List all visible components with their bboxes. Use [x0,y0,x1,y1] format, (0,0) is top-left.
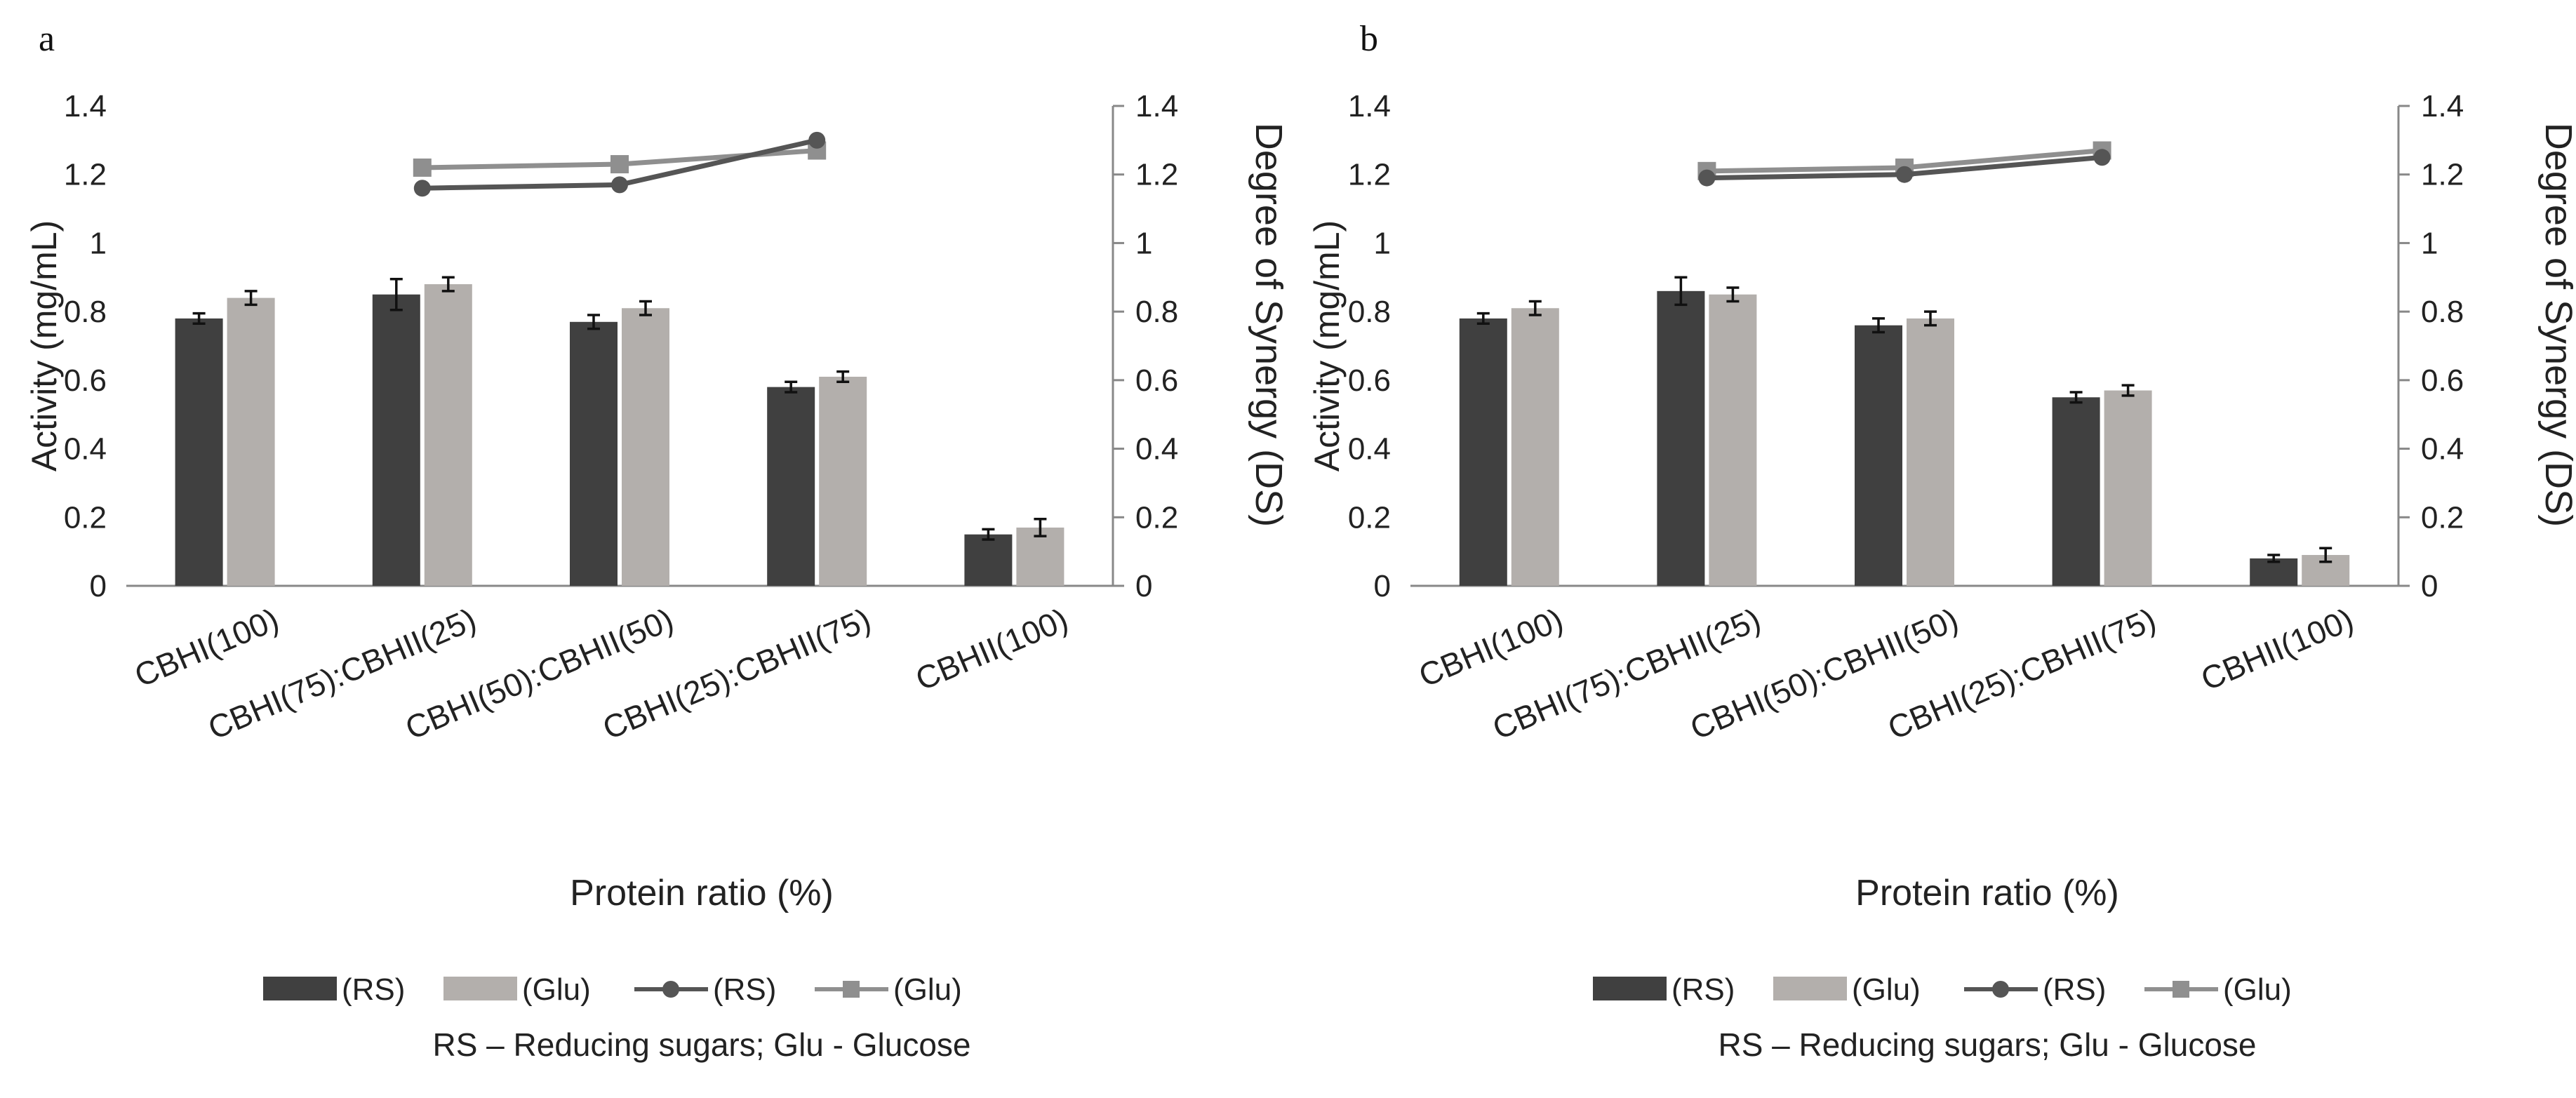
y2-tick-label: 0.2 [1135,500,1178,535]
y2-tick-label: 0.4 [1135,432,1178,467]
y-tick-label: 1.4 [1348,89,1391,123]
bar-rs [1459,318,1507,586]
y2-tick-label: 0 [2421,569,2438,603]
y-tick-label: 0.4 [1348,432,1391,467]
legend: (RS) (Glu) (RS) (Glu) [263,972,962,1007]
legend-marker-circle [662,981,679,998]
x-category-label: CBHII(100) [910,601,1073,697]
legend-marker-circle [1992,981,2009,998]
bar-rs [2052,397,2100,586]
y-tick-label: 0.8 [1348,295,1391,329]
legend-swatch-bar [443,977,517,1000]
bar-glu [2104,390,2152,586]
y2-tick-label: 0.6 [2421,363,2464,398]
y-tick-label: 1.2 [1348,158,1391,192]
y-tick-label: 0.2 [1348,500,1391,535]
y-axis-title: Activity (mg/mL) [25,220,64,471]
y2-tick-label: 0.4 [2421,432,2464,467]
y2-tick-label: 1.2 [2421,158,2464,192]
y-tick-label: 0.6 [1348,363,1391,398]
y-tick-label: 1 [90,226,107,260]
y-tick-label: 0.6 [64,363,107,398]
x-axis-title: Protein ratio (%) [1855,873,2119,913]
legend-swatch-bar [1593,977,1667,1000]
x-category-label: CBHI(100) [1413,601,1568,694]
y2-tick-label: 0.6 [1135,363,1178,398]
legend-label: (Glu) [2223,972,2292,1007]
bar-rs [175,318,223,586]
legend-label: (Glu) [893,972,962,1007]
ds-point-rs [2093,149,2111,166]
y2-tick-label: 0.8 [2421,295,2464,329]
legend-label: (RS) [342,972,405,1007]
panel-letter: a [39,19,55,59]
legend: (RS) (Glu) (RS) (Glu) [1593,972,2292,1007]
y-tick-label: 0.2 [64,500,107,535]
bar-rs [1855,325,1902,586]
y2-tick-label: 1 [2421,226,2438,260]
bar-glu [819,376,867,586]
y2-tick-label: 1 [1135,226,1152,260]
footnote: RS – Reducing sugars; Glu - Glucose [432,1026,970,1063]
y-tick-label: 1 [1374,226,1391,260]
legend-label: (Glu) [1852,972,1921,1007]
legend-marker-square [2173,981,2189,998]
y-tick-label: 1.2 [64,158,107,192]
ds-point-rs [1896,166,1913,183]
bar-glu [622,308,669,586]
y-tick-label: 0 [1374,569,1391,603]
bar-rs [964,534,1013,586]
panel-b: b 0 0.2 0.4 0.6 0.8 1 1.2 1.4 0 0.2 0.4 0.6 0.8 1 1.2 1.… [1307,19,2576,1063]
panel-letter: b [1360,19,1378,59]
bar-glu [1511,308,1559,586]
bar-glu [424,284,472,586]
bar-glu [1709,294,1757,586]
ds-point-rs [1698,169,1716,187]
legend-swatch-bar [263,977,337,1000]
bar-rs [767,387,815,586]
y-tick-label: 0.8 [64,295,107,329]
legend-label: (RS) [713,972,776,1007]
ds-point-rs [611,176,628,194]
x-category-label: CBHI(100) [129,601,283,694]
y2-tick-label: 1.2 [1135,158,1178,192]
legend-label: (RS) [1671,972,1735,1007]
y-tick-label: 1.4 [64,89,107,123]
y2-tick-label: 0.2 [2421,500,2464,535]
y2-axis-title: Degree of Synergy (DS) [1248,123,1290,527]
y2-tick-label: 0.8 [1135,295,1178,329]
y2-tick-label: 0 [1135,569,1152,603]
legend-label: (RS) [2043,972,2106,1007]
legend-marker-square [843,981,860,998]
y-tick-label: 0 [90,569,107,603]
ds-point-glu [610,155,629,174]
y2-tick-label: 1.4 [2421,89,2464,123]
y-tick-label: 0.4 [64,432,107,467]
x-axis-title: Protein ratio (%) [570,873,834,913]
panel-a: a 0 0.2 0.4 0.6 0.8 1 1.2 1.4 0 0.2 0.4 0.6 0.8 1 1.2 1.… [25,19,1290,1063]
ds-point-rs [413,180,431,197]
y-axis-title: Activity (mg/mL) [1307,220,1347,471]
legend-label: (Glu) [522,972,591,1007]
ds-point-rs [808,131,826,149]
bar-rs [372,294,420,586]
legend-swatch-bar [1773,977,1847,1000]
bar-rs [570,321,618,586]
bar-glu [227,297,275,586]
x-category-label: CBHII(100) [2196,601,2358,697]
bar-glu [1907,318,1954,586]
ds-point-glu [413,158,432,177]
y2-axis-title: Degree of Synergy (DS) [2537,123,2576,527]
y2-tick-label: 1.4 [1135,89,1178,123]
bar-rs [1657,290,1705,586]
footnote: RS – Reducing sugars; Glu - Glucose [1718,1026,2256,1063]
